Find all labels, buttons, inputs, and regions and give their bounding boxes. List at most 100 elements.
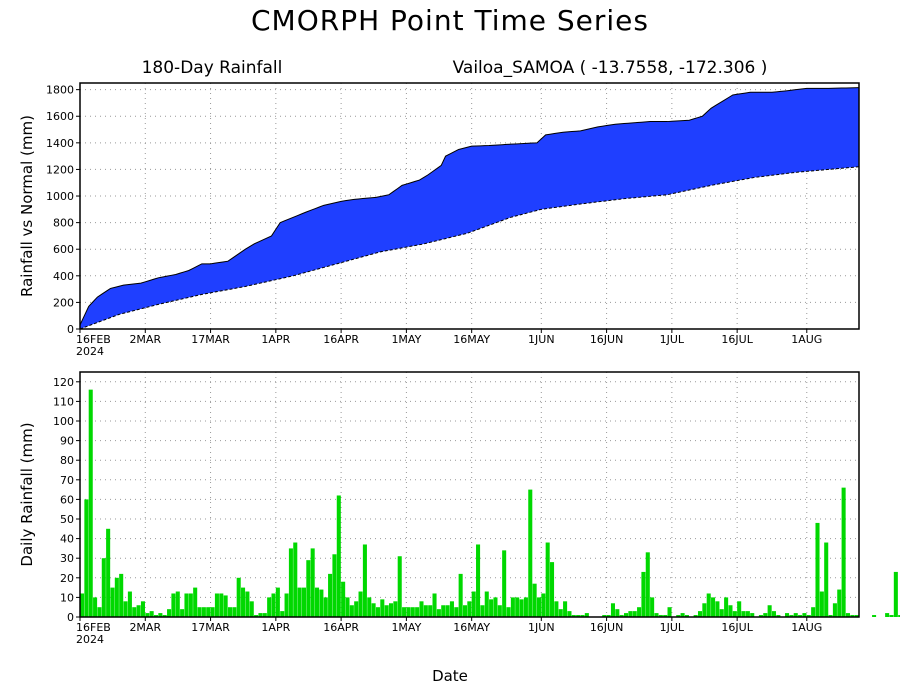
daily-rain-bar: [702, 603, 707, 617]
daily-rain-bar: [140, 601, 145, 617]
daily-rain-bar: [458, 573, 463, 617]
daily-rain-bar: [489, 599, 494, 617]
x-tick-label: 16FEB: [76, 333, 111, 346]
x-tick-label: 16APR: [323, 621, 359, 634]
daily-rain-bar: [367, 597, 372, 617]
daily-rain-bar: [480, 605, 485, 617]
daily-rain-bar: [819, 591, 824, 617]
y-tick-label: 1800: [46, 84, 74, 97]
daily-rain-bar: [445, 605, 450, 617]
daily-rain-bar: [885, 613, 890, 617]
daily-rain-bar: [275, 587, 280, 617]
x-tick-label: 1APR: [261, 333, 290, 346]
y-tick-label: 110: [53, 395, 74, 408]
x-tick-label: 16FEB: [76, 621, 111, 634]
daily-rain-bar: [811, 607, 816, 617]
daily-rain-bar: [436, 609, 441, 617]
daily-rain-bar: [293, 542, 298, 617]
daily-rain-bar: [758, 615, 763, 617]
daily-rain-bar: [123, 601, 128, 617]
y-tick-label: 0: [67, 323, 74, 336]
y-tick-label: 60: [60, 493, 74, 506]
daily-rain-bar: [341, 581, 346, 617]
daily-rain-bar: [567, 611, 572, 617]
x-tick-label: 16JUL: [721, 333, 753, 346]
daily-rain-bar: [97, 607, 102, 617]
daily-rain-bar: [153, 615, 159, 617]
daily-rain-bar: [628, 611, 633, 617]
daily-rain-bar: [210, 607, 215, 617]
daily-rain-bar: [558, 609, 563, 617]
daily-rain-bar: [384, 605, 389, 617]
daily-rain-bar: [236, 577, 241, 617]
daily-rain-bar: [497, 605, 502, 617]
daily-rain-bar: [815, 522, 820, 617]
daily-rain-bar: [541, 593, 546, 617]
daily-rain-bar: [719, 609, 724, 617]
y-axis-label: Rainfall vs Normal (mm): [18, 115, 36, 297]
y-axis-label: Daily Rainfall (mm): [18, 422, 36, 566]
daily-rain-bar: [428, 605, 433, 617]
daily-rain-bar: [893, 571, 898, 617]
daily-rain-bar: [615, 609, 620, 617]
daily-rain-bar: [354, 601, 359, 617]
daily-rain-bar: [301, 587, 307, 617]
daily-rain-bar: [267, 597, 272, 617]
daily-rain-bar: [288, 548, 293, 617]
daily-rain-bar: [832, 603, 837, 617]
daily-rain-bar: [898, 615, 900, 617]
daily-rain-bar: [680, 613, 685, 617]
daily-rain-bar: [284, 593, 289, 617]
y-tick-label: 1600: [46, 110, 74, 123]
x-tick-label: 1AUG: [791, 621, 822, 634]
daily-rain-bar: [837, 589, 842, 617]
y-tick-label: 800: [53, 217, 74, 230]
daily-rain-bar: [584, 613, 589, 617]
chart-subtitle-right: Vailoa_SAMOA ( -13.7558, -172.306 ): [453, 58, 768, 78]
daily-rain-bar: [249, 601, 254, 617]
daily-rain-bar: [310, 548, 315, 617]
daily-rain-bar: [119, 573, 124, 617]
x-tick-label: 2MAR: [129, 333, 161, 346]
x-tick-label: 16APR: [323, 333, 359, 346]
daily-rain-bar: [845, 613, 850, 617]
daily-rain-bar: [114, 577, 119, 617]
daily-rain-bar: [328, 573, 333, 617]
y-tick-label: 40: [60, 533, 74, 546]
daily-rain-bar: [684, 615, 689, 617]
y-tick-label: 400: [53, 270, 74, 283]
daily-rain-bar: [345, 597, 350, 617]
y-tick-label: 20: [60, 572, 74, 585]
daily-rain-bar: [467, 601, 472, 617]
y-tick-label: 70: [60, 474, 74, 487]
daily-rain-bar: [241, 587, 246, 617]
daily-rain-bar: [393, 601, 398, 617]
daily-rain-bar: [423, 605, 428, 617]
daily-rain-bar: [550, 562, 555, 617]
normal-cumulative-line: [79, 166, 860, 330]
daily-rain-bar: [158, 613, 163, 617]
daily-rain-bar: [519, 599, 524, 617]
daily-rain-bar: [362, 544, 367, 617]
daily-rain-bar: [771, 611, 777, 617]
daily-rain-bar: [693, 615, 698, 617]
daily-rain-bar: [380, 599, 385, 617]
x-tick-label: 1JUL: [660, 621, 685, 634]
x-tick-label: 16JUL: [721, 621, 753, 634]
daily-rain-bar: [706, 593, 711, 617]
daily-rain-bar: [101, 558, 106, 617]
daily-rain-bar: [632, 611, 637, 617]
daily-rain-bar: [306, 560, 311, 617]
y-tick-label: 600: [53, 243, 74, 256]
daily-rain-bar: [637, 607, 642, 617]
daily-rain-bar: [576, 615, 581, 617]
daily-rain-bar: [188, 593, 193, 617]
daily-rain-bar: [580, 615, 585, 617]
x-tick-label: 17MAR: [191, 333, 230, 346]
daily-rain-bar: [388, 603, 394, 617]
y-tick-label: 100: [53, 415, 74, 428]
x-tick-label: 1APR: [261, 621, 290, 634]
daily-rain-bar: [193, 587, 198, 617]
daily-rain-bar: [785, 613, 790, 617]
y-tick-label: 1000: [46, 190, 74, 203]
